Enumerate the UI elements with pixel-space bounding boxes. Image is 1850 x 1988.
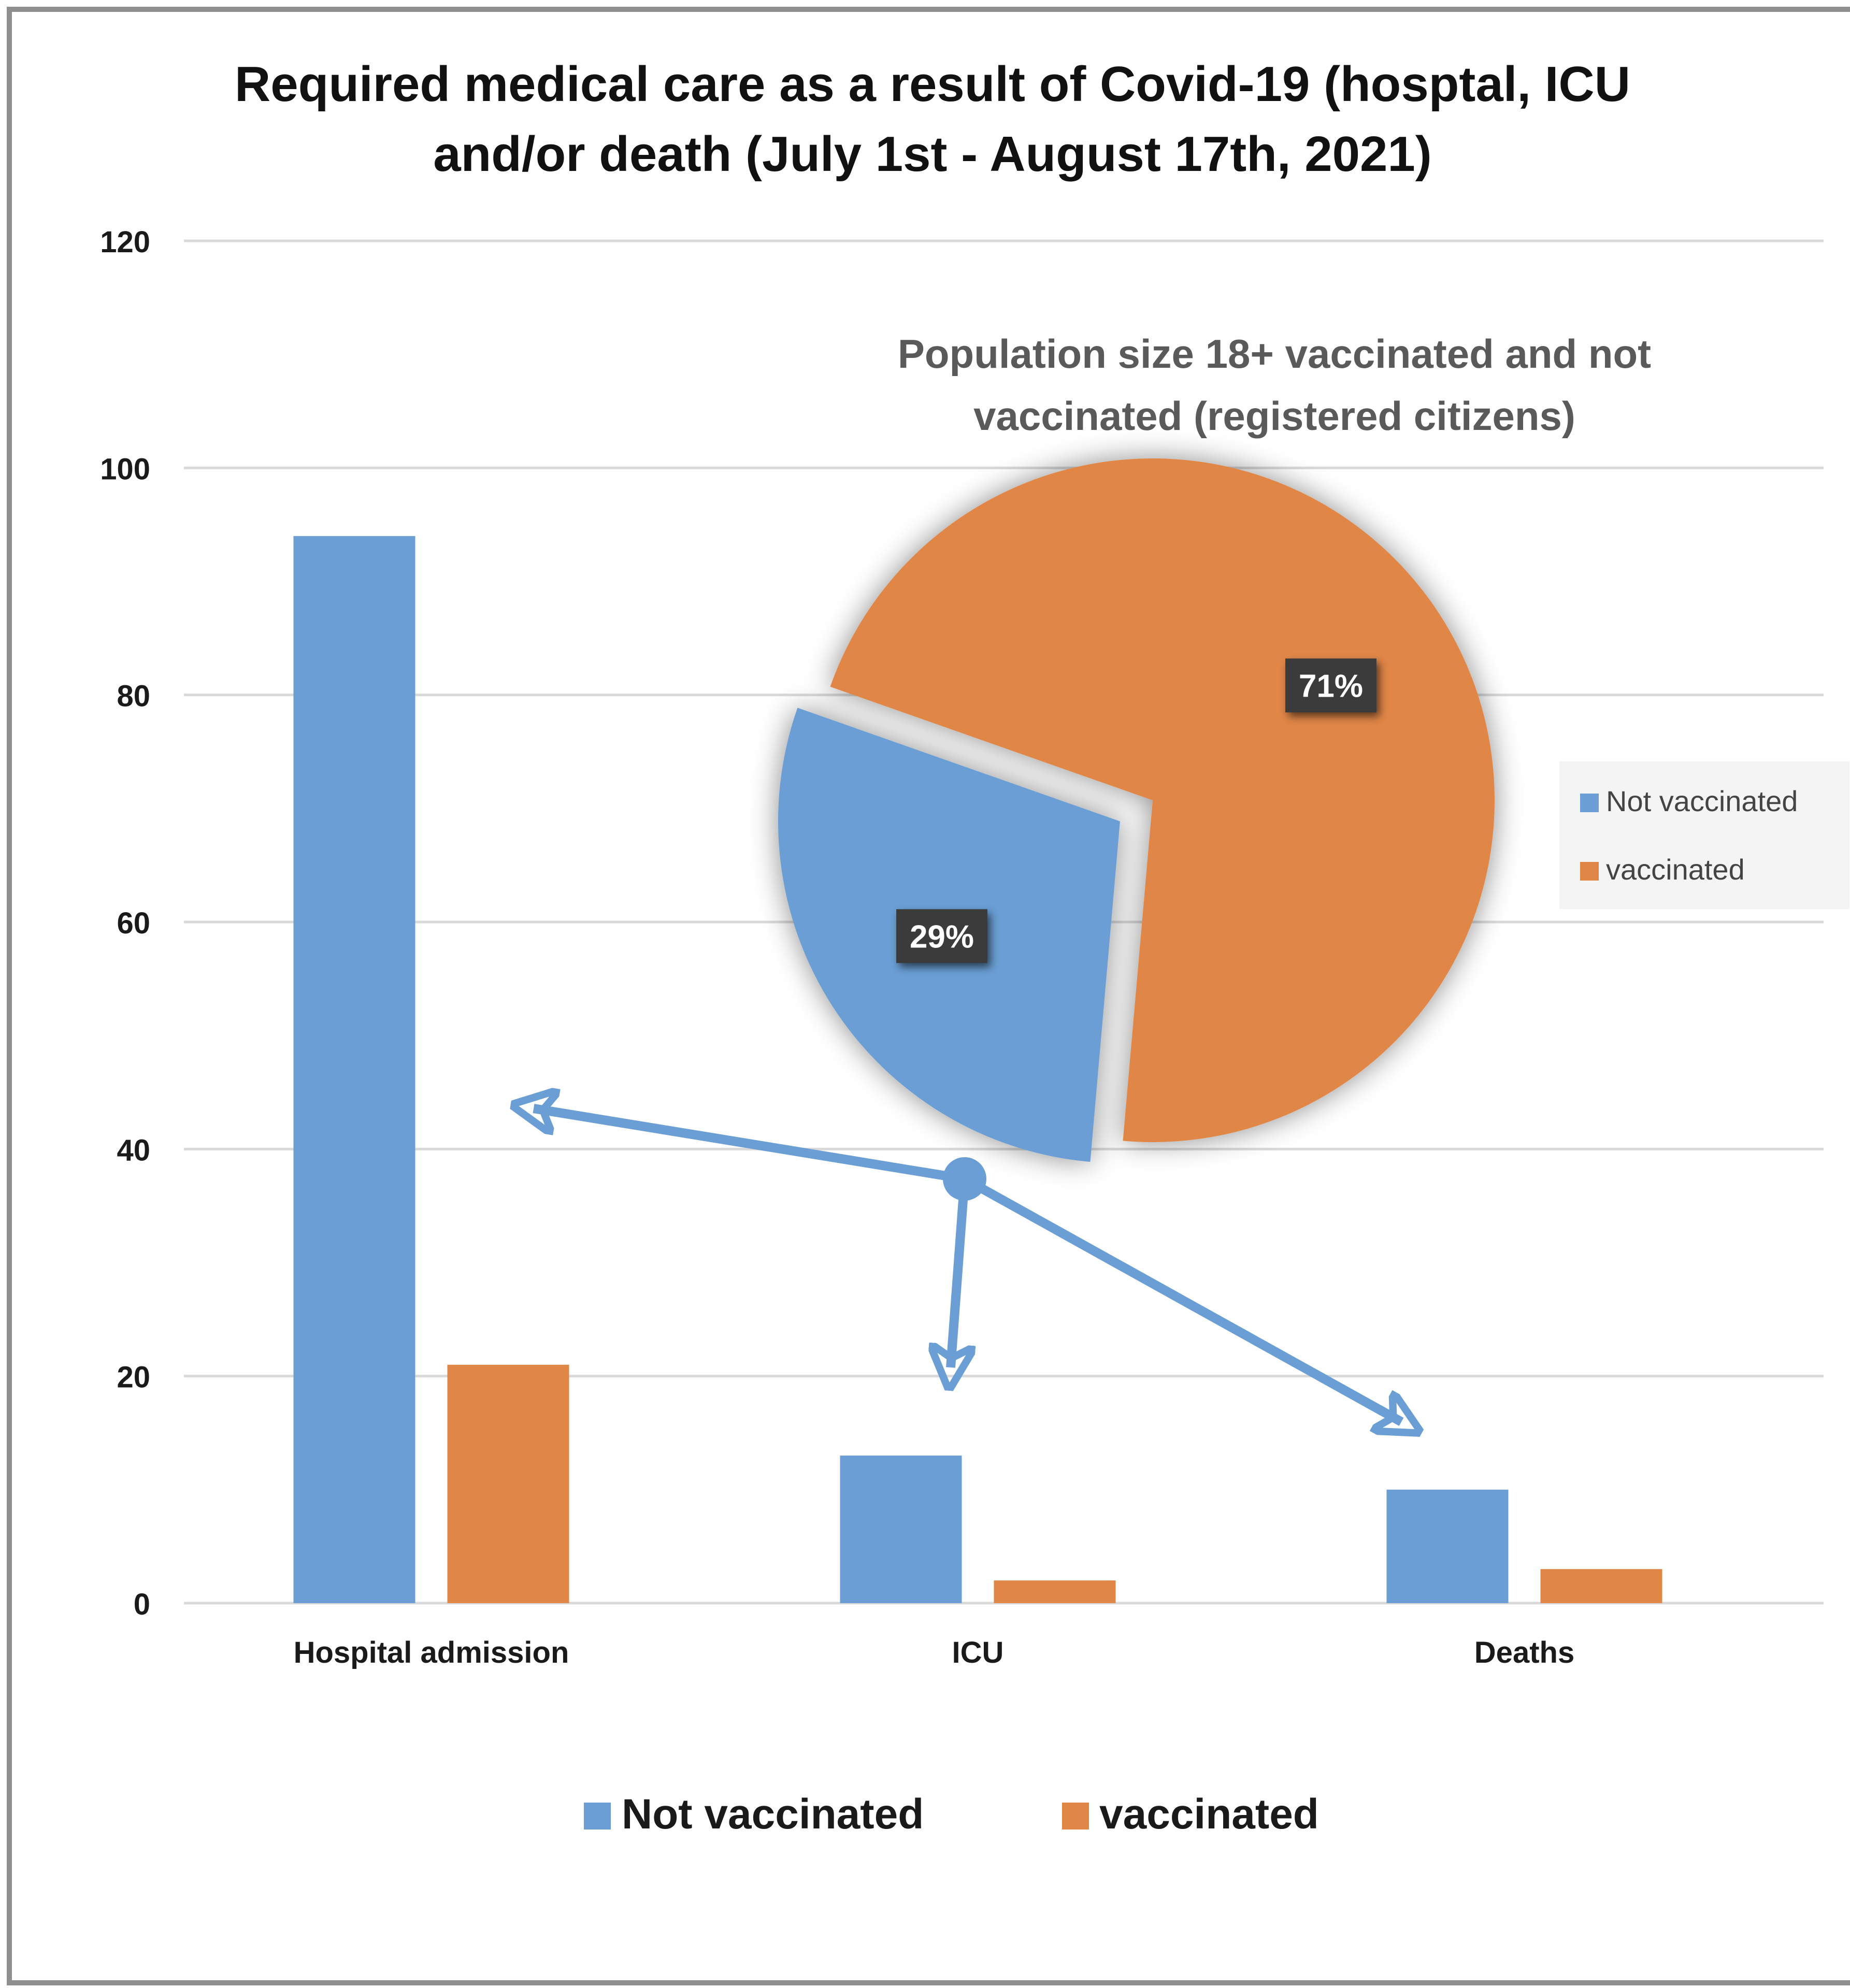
pie-title-line-1: Population size 18+ vaccinated and not xyxy=(898,331,1651,377)
arrow-to-icu xyxy=(951,1178,965,1367)
bar-vaccinated xyxy=(1540,1569,1662,1603)
pie-label: 29% xyxy=(896,909,987,963)
chart-title-line-2: and/or death (July 1st - August 17th, 20… xyxy=(433,126,1432,182)
annotation-arrows xyxy=(534,1108,1401,1422)
bar-vaccinated xyxy=(447,1364,569,1603)
pie-label: 71% xyxy=(1285,658,1376,713)
arrow-origin-dot xyxy=(943,1157,986,1201)
pie-label-box xyxy=(1285,658,1376,713)
bar-legend: Not vaccinated vaccinated xyxy=(584,1791,1319,1838)
pie-legend-swatch-vaccinated xyxy=(1580,862,1599,881)
x-tick-label: ICU xyxy=(952,1636,1004,1669)
pie-legend-swatch-not-vaccinated xyxy=(1580,794,1599,812)
y-tick-label: 120 xyxy=(100,225,150,259)
pie-legend-label-not-vaccinated: Not vaccinated xyxy=(1606,785,1798,817)
y-tick-label: 100 xyxy=(100,452,150,486)
legend-label-not-vaccinated: Not vaccinated xyxy=(622,1791,924,1838)
pie-label-box xyxy=(896,909,987,963)
y-tick-label: 0 xyxy=(134,1588,150,1621)
pie-chart: Population size 18+ vaccinated and not v… xyxy=(778,331,1849,1162)
legend-swatch-not-vaccinated xyxy=(584,1803,611,1829)
bar-not-vaccinated xyxy=(840,1456,962,1603)
bar-not-vaccinated xyxy=(1386,1489,1509,1603)
pie-labels: 29% 71% xyxy=(896,658,1376,963)
x-axis-labels: Hospital admission ICU Deaths xyxy=(294,1636,1575,1669)
bars xyxy=(293,536,1662,1603)
bar-not-vaccinated xyxy=(293,536,415,1603)
y-tick-label: 40 xyxy=(117,1133,150,1167)
legend-swatch-vaccinated xyxy=(1062,1803,1089,1829)
y-tick-label: 20 xyxy=(117,1361,150,1394)
bar-vaccinated xyxy=(994,1580,1116,1603)
y-tick-label: 80 xyxy=(117,680,150,713)
pie-slice-vaccinated xyxy=(830,458,1495,1142)
pie-title-line-2: vaccinated (registered citizens) xyxy=(973,393,1575,439)
x-tick-label: Hospital admission xyxy=(294,1636,569,1669)
y-axis-ticks: 0 20 40 60 80 100 120 xyxy=(100,225,150,1621)
chart-title-line-1: Required medical care as a result of Cov… xyxy=(235,56,1630,112)
pie-label-text: 29% xyxy=(910,919,974,955)
legend-label-vaccinated: vaccinated xyxy=(1099,1791,1319,1838)
arrow-to-hospital xyxy=(534,1108,966,1184)
pie-legend-label-vaccinated: vaccinated xyxy=(1606,853,1745,886)
arrow-to-deaths xyxy=(962,1175,1401,1422)
pie-legend-box xyxy=(1559,761,1849,909)
y-tick-label: 60 xyxy=(117,906,150,940)
pie-label-text: 71% xyxy=(1299,668,1363,704)
x-tick-label: Deaths xyxy=(1474,1636,1574,1669)
